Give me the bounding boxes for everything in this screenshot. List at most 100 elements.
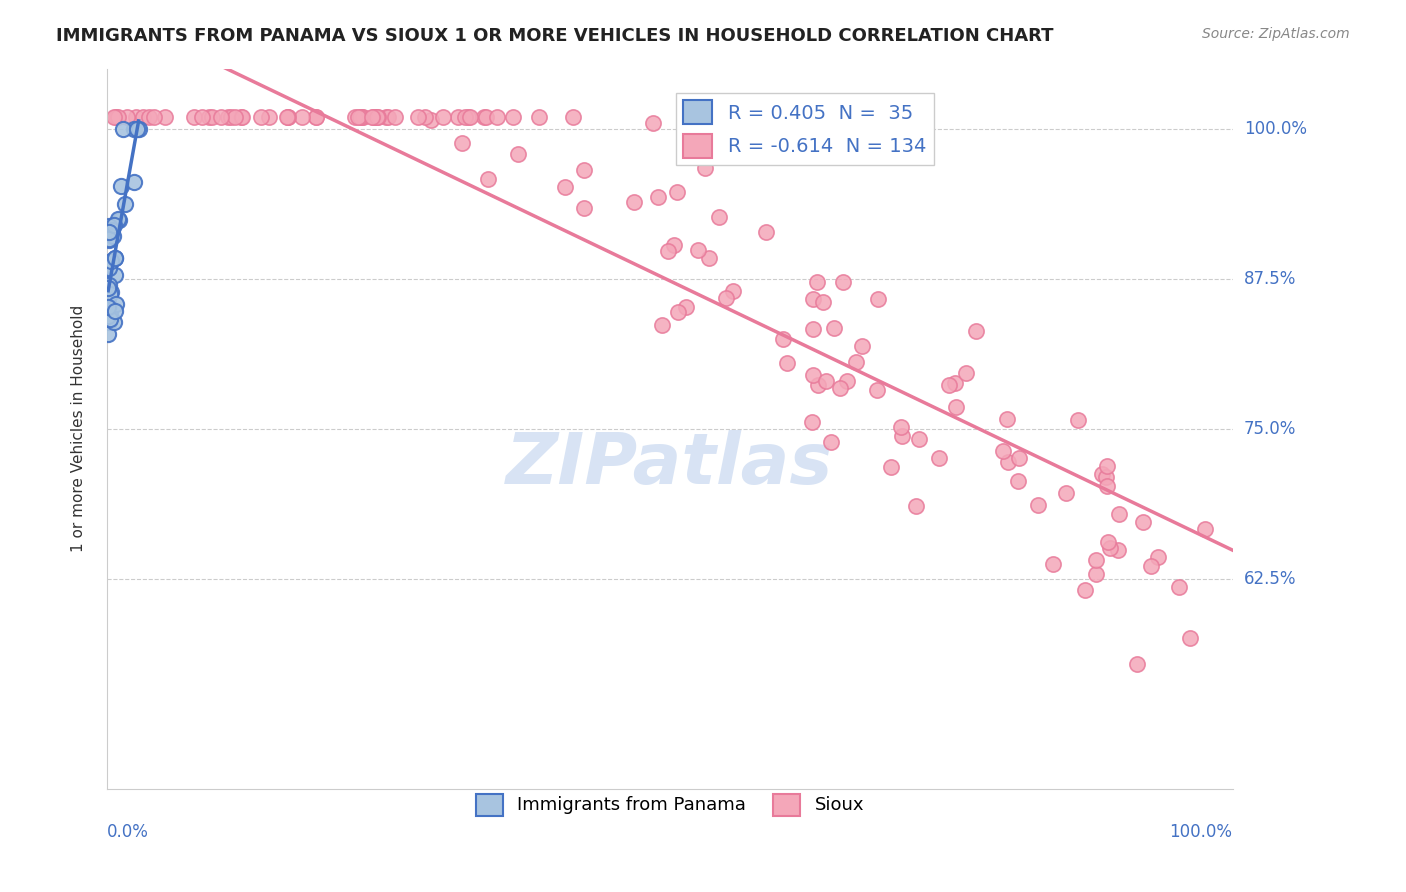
Point	[361, 110, 384, 124]
Point	[97, 296, 120, 310]
Point	[377, 110, 399, 124]
Point	[714, 291, 737, 305]
Point	[1095, 458, 1118, 473]
Point	[1094, 469, 1116, 483]
Point	[276, 110, 298, 124]
Point	[305, 110, 328, 124]
Point	[219, 110, 242, 124]
Point	[474, 110, 496, 124]
Point	[1084, 567, 1107, 582]
Point	[1146, 550, 1168, 565]
Text: IMMIGRANTS FROM PANAMA VS SIOUX 1 OR MORE VEHICLES IN HOUSEHOLD CORRELATION CHAR: IMMIGRANTS FROM PANAMA VS SIOUX 1 OR MOR…	[56, 27, 1053, 45]
Point	[1008, 450, 1031, 465]
Point	[408, 110, 430, 124]
Point	[122, 176, 145, 190]
Point	[675, 301, 697, 315]
Point	[457, 110, 479, 124]
Point	[679, 110, 702, 124]
Point	[103, 218, 125, 232]
Point	[1097, 534, 1119, 549]
Point	[122, 121, 145, 136]
Point	[851, 339, 873, 353]
Point	[125, 110, 148, 124]
Point	[97, 281, 120, 295]
Text: ZIPatlas: ZIPatlas	[506, 430, 834, 499]
Point	[291, 110, 314, 124]
Point	[100, 285, 122, 299]
Point	[1091, 467, 1114, 482]
Point	[991, 443, 1014, 458]
Point	[965, 324, 987, 338]
Point	[880, 460, 903, 475]
Point	[1007, 474, 1029, 488]
Point	[830, 381, 852, 395]
Text: 87.5%: 87.5%	[1244, 269, 1296, 287]
Point	[97, 326, 120, 341]
Point	[104, 251, 127, 265]
Point	[447, 110, 470, 124]
Point	[104, 297, 127, 311]
Point	[938, 377, 960, 392]
Point	[721, 284, 744, 298]
Point	[1095, 479, 1118, 493]
Point	[112, 121, 135, 136]
Point	[361, 110, 384, 124]
Point	[231, 110, 253, 124]
Point	[815, 375, 838, 389]
Point	[413, 110, 436, 124]
Point	[103, 315, 125, 329]
Point	[801, 292, 824, 306]
Point	[97, 233, 120, 247]
Point	[1054, 486, 1077, 500]
Point	[707, 210, 730, 224]
Point	[527, 110, 550, 124]
Point	[890, 420, 912, 434]
Point	[891, 429, 914, 443]
Point	[103, 110, 125, 124]
Point	[107, 110, 129, 124]
Point	[347, 110, 370, 124]
Point	[142, 110, 165, 124]
Point	[561, 110, 583, 124]
Point	[97, 225, 120, 239]
Point	[97, 310, 120, 324]
Point	[801, 415, 824, 429]
Point	[104, 268, 127, 283]
Point	[367, 110, 389, 124]
Point	[866, 383, 889, 397]
Point	[1067, 413, 1090, 427]
Point	[472, 110, 495, 124]
Point	[686, 244, 709, 258]
Point	[384, 110, 406, 124]
Point	[665, 185, 688, 199]
Point	[697, 251, 720, 265]
Point	[352, 110, 374, 124]
Text: 100.0%: 100.0%	[1244, 120, 1306, 137]
Point	[451, 136, 474, 151]
Point	[657, 244, 679, 258]
Point	[98, 312, 121, 326]
Point	[155, 110, 177, 124]
Point	[419, 112, 441, 127]
Point	[945, 401, 967, 415]
Point	[108, 213, 131, 227]
Point	[1099, 541, 1122, 556]
Point	[801, 368, 824, 382]
Point	[305, 110, 328, 124]
Point	[98, 219, 121, 233]
Point	[641, 116, 664, 130]
Point	[868, 293, 890, 307]
Point	[647, 190, 669, 204]
Point	[905, 500, 928, 514]
Point	[1107, 542, 1129, 557]
Point	[250, 110, 273, 124]
Point	[350, 110, 373, 124]
Point	[460, 110, 482, 124]
Point	[1042, 557, 1064, 571]
Point	[231, 110, 253, 124]
Point	[807, 377, 830, 392]
Point	[506, 146, 529, 161]
Point	[97, 300, 120, 314]
Legend: Immigrants from Panama, Sioux: Immigrants from Panama, Sioux	[468, 787, 872, 822]
Point	[477, 172, 499, 186]
